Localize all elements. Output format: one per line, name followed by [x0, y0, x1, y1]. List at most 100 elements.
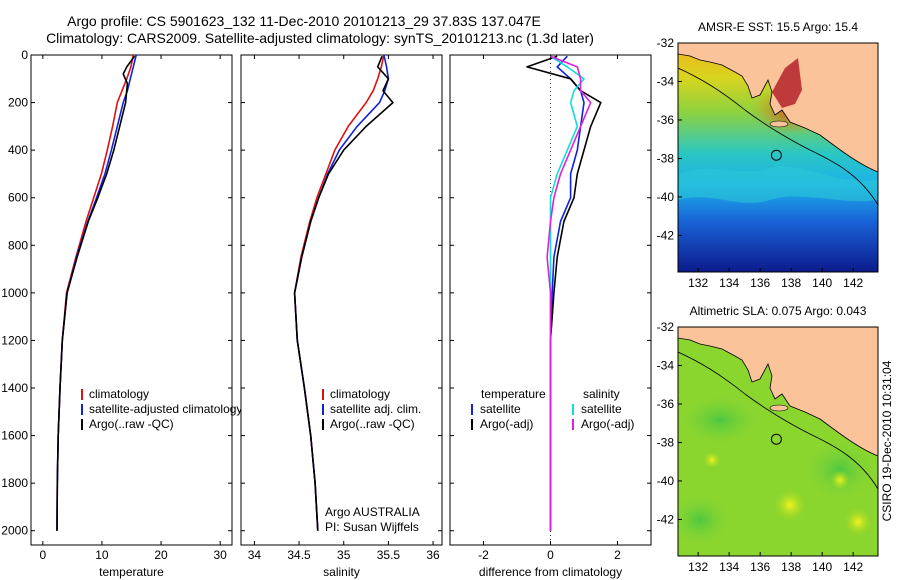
x-tick-label: 35.5 — [377, 548, 401, 562]
x-axis-label: salinity — [323, 565, 360, 579]
difference-profile-panel: -2 0 2 difference from climatology temperatu… — [449, 54, 652, 579]
legend-entry: Argo(..raw -QC) — [330, 417, 415, 431]
plot-frame — [30, 54, 233, 546]
map-x-tick-label: 134 — [719, 276, 739, 290]
map-x-tick-label: 138 — [781, 276, 801, 290]
y-tick-label: 600 — [8, 191, 28, 205]
map-x-tick-label: 132 — [688, 276, 708, 290]
map-x-tick-label: 134 — [719, 560, 739, 574]
legend-entry: satellite — [581, 402, 622, 416]
sst-cool-band — [678, 166, 878, 203]
legend-entry: satellite — [480, 402, 521, 416]
temperature-profile-panel: 0 10 20 30 temperature 0 200 400 600 800 1000 1200 1… — [1, 48, 242, 579]
sla-kangaroo-island — [769, 404, 789, 412]
sst-map-frame — [677, 42, 879, 273]
sla-yellow-eddy-3 — [830, 470, 850, 490]
legend-entry: climatology — [330, 387, 390, 401]
series-line-black — [293, 55, 394, 531]
map-y-tick-label: -42 — [657, 228, 675, 242]
map-x-tick-label: 142 — [843, 560, 863, 574]
legend-entry: Argo(-adj) — [480, 417, 533, 431]
map-x-tick-label: 136 — [750, 560, 770, 574]
legend-entry: Argo(..raw -QC) — [89, 417, 174, 431]
series-line-magenta — [546, 55, 592, 531]
sst-land — [678, 43, 878, 172]
x-tick-label: 34 — [248, 548, 262, 562]
figure-title-line2: Climatology: CARS2009. Satellite-adjuste… — [46, 30, 594, 46]
map-y-tick-label: -42 — [657, 512, 675, 526]
x-tick-label: -2 — [478, 548, 489, 562]
y-tick-label: 1800 — [1, 476, 28, 490]
x-axis-label: difference from climatology — [479, 565, 622, 579]
y-tick-label: 0 — [21, 48, 28, 62]
sla-argo-marker — [770, 433, 782, 445]
map-y-tick-label: -40 — [657, 474, 675, 488]
map-y-tick-label: -40 — [657, 190, 675, 204]
legend-group-title: salinity — [583, 387, 620, 401]
y-tick-label: 2000 — [1, 524, 28, 538]
annotation-pi-name: PI: Susan Wijffels — [325, 520, 419, 534]
y-tick-label: 1600 — [1, 429, 28, 443]
sst-kangaroo-island — [769, 120, 789, 128]
legend-entry: satellite adj. clim. — [330, 402, 421, 416]
sla-yellow-eddy-1 — [774, 489, 806, 521]
sst-coastline — [678, 53, 878, 173]
sla-green-patch-3 — [678, 495, 730, 545]
x-tick-label: 35 — [337, 548, 351, 562]
sla-yellow-eddy-2 — [844, 508, 872, 536]
legend-group-title: temperature — [481, 387, 546, 401]
x-tick-label: 0 — [39, 548, 46, 562]
map-x-tick-label: 142 — [843, 276, 863, 290]
x-tick-label: 10 — [95, 548, 109, 562]
map-y-tick-label: -36 — [657, 397, 675, 411]
y-tick-label: 800 — [8, 238, 28, 252]
sst-map-panel: AMSR-E SST: 15.5 Argo: 15.4 132 134 136 138… — [657, 20, 879, 290]
timestamp-stamp: CSIRO 19-Dec-2010 10:31:04 — [880, 360, 894, 521]
sla-isobath — [678, 351, 878, 490]
map-y-tick-label: -38 — [657, 435, 675, 449]
legend-entry: Argo(-adj) — [581, 417, 634, 431]
map-y-tick-label: -36 — [657, 113, 675, 127]
series-line-black — [56, 55, 136, 531]
x-tick-label: 30 — [213, 548, 227, 562]
map-x-tick-label: 140 — [812, 276, 832, 290]
x-tick-label: 0 — [547, 548, 554, 562]
sla-yellow-eddy-4 — [703, 451, 721, 469]
map-x-tick-label: 132 — [688, 560, 708, 574]
plot-frame — [240, 54, 443, 546]
sla-coastline — [678, 337, 878, 457]
sst-argo-marker — [770, 149, 782, 161]
sst-map-axes: 132 134 136 138 140 142 -32 -34 -36 -38 -40 -42 — [657, 36, 864, 290]
y-tick-label: 1400 — [1, 381, 28, 395]
x-tick-label: 2 — [614, 548, 621, 562]
map-x-tick-label: 138 — [781, 560, 801, 574]
map-y-tick-label: -38 — [657, 151, 675, 165]
sst-map-title: AMSR-E SST: 15.5 Argo: 15.4 — [698, 20, 858, 34]
sla-map-title: Altimetric SLA: 0.075 Argo: 0.043 — [690, 304, 867, 318]
figure-title-line1: Argo profile: CS 5901623_132 11-Dec-2010… — [67, 13, 541, 29]
sst-isobath — [678, 67, 878, 206]
x-tick-label: 36 — [426, 548, 440, 562]
salinity-profile-panel: 34 34.5 35 35.5 36 salinity climatologysatelli… — [240, 54, 443, 579]
y-tick-label: 1000 — [1, 286, 28, 300]
sst-spencer-gulf-hot — [772, 58, 802, 108]
sla-map-panel: Altimetric SLA: 0.075 Argo: 0.043 132 134… — [657, 304, 879, 574]
salinity-annotation: Argo AUSTRALIA PI: Susan Wijffels — [325, 505, 420, 534]
sla-map-frame — [677, 326, 879, 557]
y-tick-label: 1200 — [1, 333, 28, 347]
map-x-tick-label: 140 — [812, 560, 832, 574]
sla-land — [678, 327, 878, 456]
legend-entry: climatology — [89, 387, 149, 401]
sla-map-axes: 132 134 136 138 140 142 -32 -34 -36 -38 -40 -42 — [657, 320, 864, 574]
y-tick-label: 200 — [8, 96, 28, 110]
map-x-tick-label: 136 — [750, 276, 770, 290]
x-tick-label: 20 — [154, 548, 168, 562]
map-y-tick-label: -32 — [657, 36, 675, 50]
map-y-tick-label: -34 — [657, 358, 675, 372]
y-tick-label: 400 — [8, 143, 28, 157]
map-y-tick-label: -34 — [657, 74, 675, 88]
x-axis-label: temperature — [99, 565, 164, 579]
sla-green-patch-1 — [680, 395, 760, 445]
annotation-argo-australia: Argo AUSTRALIA — [325, 505, 420, 519]
